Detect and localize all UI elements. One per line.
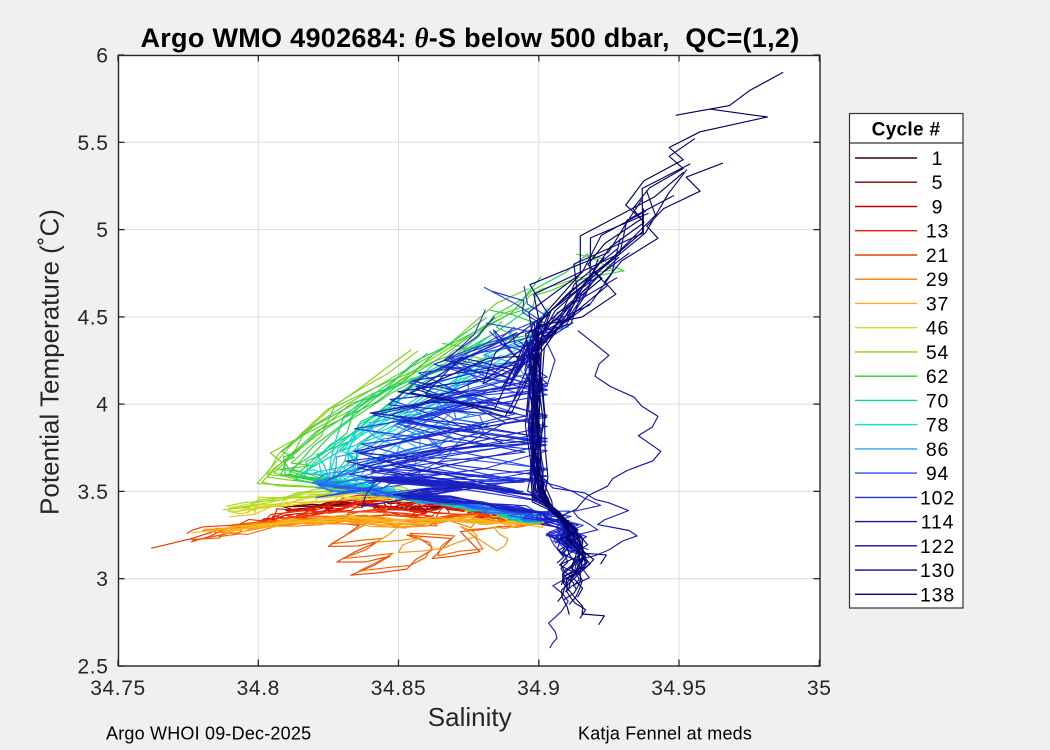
svg-text:5: 5 <box>932 172 944 194</box>
svg-text:130: 130 <box>920 560 955 582</box>
svg-text:114: 114 <box>921 512 955 534</box>
svg-text:34.85: 34.85 <box>371 677 427 700</box>
svg-text:5.5: 5.5 <box>78 132 109 155</box>
svg-text:29: 29 <box>926 269 949 291</box>
svg-text:34.75: 34.75 <box>90 677 146 700</box>
svg-text:37: 37 <box>926 293 949 315</box>
svg-text:3.5: 3.5 <box>78 481 109 504</box>
svg-text:Cycle #: Cycle # <box>872 120 941 141</box>
svg-text:46: 46 <box>926 318 949 340</box>
svg-text:1: 1 <box>932 148 944 170</box>
svg-text:70: 70 <box>926 390 949 412</box>
svg-text:34.95: 34.95 <box>651 677 707 700</box>
svg-text:2.5: 2.5 <box>78 656 109 679</box>
svg-text:Argo WMO 4902684: θ-S below 50: Argo WMO 4902684: θ-S below 500 dbar, QC… <box>140 23 799 53</box>
svg-text:9: 9 <box>932 197 944 219</box>
svg-text:13: 13 <box>926 221 949 243</box>
svg-text:5: 5 <box>96 219 108 242</box>
svg-text:54: 54 <box>926 342 949 364</box>
svg-text:34.8: 34.8 <box>237 677 280 700</box>
svg-text:Salinity: Salinity <box>428 702 512 732</box>
svg-text:78: 78 <box>926 415 949 437</box>
svg-text:Katja Fennel at meds: Katja Fennel at meds <box>578 724 752 744</box>
svg-text:102: 102 <box>920 487 955 509</box>
svg-text:Potential Temperature (˚C): Potential Temperature (˚C) <box>35 209 65 515</box>
svg-text:4.5: 4.5 <box>78 306 109 329</box>
svg-text:21: 21 <box>926 245 949 267</box>
svg-text:35: 35 <box>807 677 832 700</box>
svg-text:6: 6 <box>96 45 108 68</box>
svg-text:122: 122 <box>920 536 955 558</box>
svg-text:86: 86 <box>926 439 949 461</box>
svg-text:94: 94 <box>926 463 949 485</box>
svg-text:62: 62 <box>926 366 949 388</box>
svg-text:3: 3 <box>96 568 108 591</box>
svg-text:138: 138 <box>920 584 955 606</box>
svg-text:34.9: 34.9 <box>517 677 560 700</box>
svg-text:4: 4 <box>96 394 108 417</box>
svg-text:Argo WHOI 09-Dec-2025: Argo WHOI 09-Dec-2025 <box>106 724 311 744</box>
